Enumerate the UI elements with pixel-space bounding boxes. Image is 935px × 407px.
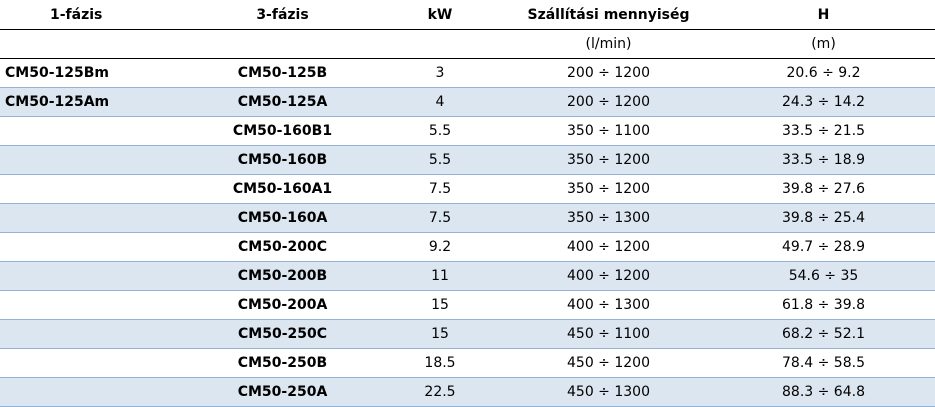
unit-label: (l/min) (505, 29, 712, 59)
table-row: CM50-200A 15 400 ÷ 1300 61.8 ÷ 39.8 (0, 290, 935, 320)
flow-range: 350 ÷ 1200 (505, 145, 712, 175)
column-header: 1-fázis (0, 0, 190, 30)
flow-range: 400 ÷ 1200 (505, 232, 712, 262)
single-phase-model: CM50-125Am (0, 87, 190, 117)
head-range: 39.8 ÷ 27.6 (712, 174, 935, 204)
single-phase-model: CM50-125Bm (0, 58, 190, 88)
three-phase-model: CM50-250B (190, 348, 375, 378)
head-range: 68.2 ÷ 52.1 (712, 319, 935, 349)
three-phase-model: CM50-160A1 (190, 174, 375, 204)
table-row: CM50-200B 11 400 ÷ 1200 54.6 ÷ 35 (0, 261, 935, 291)
flow-range: 200 ÷ 1200 (505, 87, 712, 117)
three-phase-model: CM50-200C (190, 232, 375, 262)
units-row: (l/min) (m) (0, 29, 935, 59)
power: 3 (375, 58, 505, 88)
head-range: 20.6 ÷ 9.2 (712, 58, 935, 88)
table-row: CM50-125Am CM50-125A 4 200 ÷ 1200 24.3 ÷ 14.… (0, 87, 935, 117)
three-phase-model: CM50-160B (190, 145, 375, 175)
head-range: 39.8 ÷ 25.4 (712, 203, 935, 233)
head-range: 54.6 ÷ 35 (712, 261, 935, 291)
table-row: CM50-250A 22.5 450 ÷ 1300 88.3 ÷ 64.8 (0, 377, 935, 407)
power: 5.5 (375, 116, 505, 146)
flow-range: 350 ÷ 1300 (505, 203, 712, 233)
column-header: Szállítási mennyiség (505, 0, 712, 30)
table-row: CM50-250C 15 450 ÷ 1100 68.2 ÷ 52.1 (0, 319, 935, 349)
three-phase-model: CM50-160A (190, 203, 375, 233)
three-phase-model: CM50-125B (190, 58, 375, 88)
column-header: kW (375, 0, 505, 30)
three-phase-model: CM50-160B1 (190, 116, 375, 146)
power: 11 (375, 261, 505, 291)
unit-label: (m) (712, 29, 935, 59)
power: 5.5 (375, 145, 505, 175)
flow-range: 350 ÷ 1200 (505, 174, 712, 204)
flow-range: 200 ÷ 1200 (505, 58, 712, 88)
power: 15 (375, 319, 505, 349)
table-row: CM50-200C 9.2 400 ÷ 1200 49.7 ÷ 28.9 (0, 232, 935, 262)
head-range: 33.5 ÷ 21.5 (712, 116, 935, 146)
power: 22.5 (375, 377, 505, 407)
header-row: 1-fázis 3-fázis kW Szállítási mennyiség … (0, 0, 935, 30)
table-row: CM50-160A1 7.5 350 ÷ 1200 39.8 ÷ 27.6 (0, 174, 935, 204)
three-phase-model: CM50-200A (190, 290, 375, 320)
head-range: 78.4 ÷ 58.5 (712, 348, 935, 378)
power: 9.2 (375, 232, 505, 262)
column-header: H (712, 0, 935, 30)
table-row: CM50-125Bm CM50-125B 3 200 ÷ 1200 20.6 ÷ 9.2 (0, 58, 935, 88)
three-phase-model: CM50-125A (190, 87, 375, 117)
power: 18.5 (375, 348, 505, 378)
power: 4 (375, 87, 505, 117)
table-row: CM50-160B 5.5 350 ÷ 1200 33.5 ÷ 18.9 (0, 145, 935, 175)
table-body: (l/min) (m) CM50-125Bm CM50-125B 3 200 ÷ 12… (0, 29, 935, 407)
flow-range: 350 ÷ 1100 (505, 116, 712, 146)
head-range: 33.5 ÷ 18.9 (712, 145, 935, 175)
three-phase-model: CM50-250A (190, 377, 375, 407)
head-range: 61.8 ÷ 39.8 (712, 290, 935, 320)
flow-range: 450 ÷ 1200 (505, 348, 712, 378)
flow-range: 400 ÷ 1200 (505, 261, 712, 291)
flow-range: 450 ÷ 1100 (505, 319, 712, 349)
power: 7.5 (375, 174, 505, 204)
column-header: 3-fázis (190, 0, 375, 30)
table-row: CM50-160A 7.5 350 ÷ 1300 39.8 ÷ 25.4 (0, 203, 935, 233)
table-row: CM50-250B 18.5 450 ÷ 1200 78.4 ÷ 58.5 (0, 348, 935, 378)
power: 7.5 (375, 203, 505, 233)
flow-range: 400 ÷ 1300 (505, 290, 712, 320)
power: 15 (375, 290, 505, 320)
head-range: 49.7 ÷ 28.9 (712, 232, 935, 262)
head-range: 88.3 ÷ 64.8 (712, 377, 935, 407)
flow-range: 450 ÷ 1300 (505, 377, 712, 407)
table-row: CM50-160B1 5.5 350 ÷ 1100 33.5 ÷ 21.5 (0, 116, 935, 146)
three-phase-model: CM50-250C (190, 319, 375, 349)
head-range: 24.3 ÷ 14.2 (712, 87, 935, 117)
three-phase-model: CM50-200B (190, 261, 375, 291)
